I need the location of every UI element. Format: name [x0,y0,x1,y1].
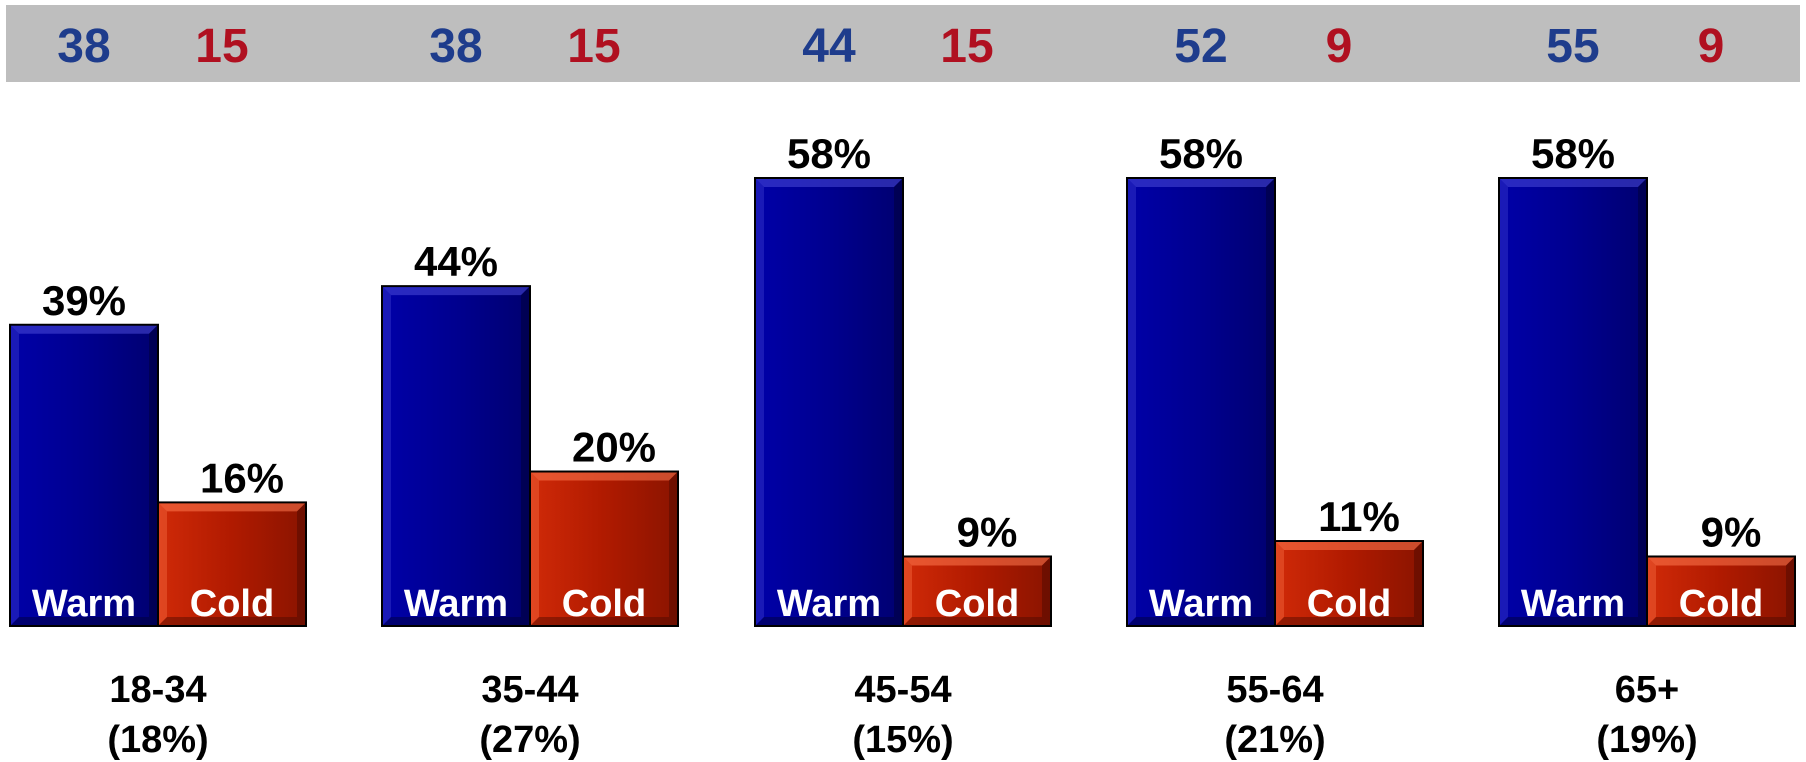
category-label: 35-44 [481,669,578,711]
warm-count: 44 [802,20,856,73]
top-band [6,5,1800,82]
warm-bar [754,177,904,627]
category-share-label: (18%) [107,719,208,761]
cold-value-label: 20% [572,424,656,471]
warm-count: 38 [429,20,482,73]
cold-series-label: Cold [1679,583,1763,625]
cold-bar [902,555,1052,628]
warm-count: 38 [57,20,110,73]
cold-bar [157,501,307,627]
cold-value-label: 11% [1318,493,1400,540]
cold-count: 15 [195,20,248,73]
warm-series-label: Warm [32,583,136,625]
cold-value-label: 9% [1701,508,1762,555]
cold-count: 15 [940,20,993,73]
warm-bar [9,323,159,627]
warm-value-label: 39% [42,277,126,324]
warm-bar [1498,177,1648,627]
category-label: 45-54 [854,669,951,711]
warm-series-label: Warm [777,583,881,625]
cold-bar [529,470,679,627]
category-share-label: (21%) [1224,719,1325,761]
cold-bar [1274,540,1424,627]
warm-series-label: Warm [404,583,508,625]
cold-count: 15 [567,20,620,73]
warm-series-label: Warm [1521,583,1625,625]
warm-count: 52 [1174,20,1227,73]
cold-count: 9 [1326,20,1353,73]
cold-count: 9 [1698,20,1725,73]
warm-count: 55 [1546,20,1599,73]
warm-bar [1126,177,1276,627]
warm-value-label: 44% [414,238,498,285]
cold-bar [1646,555,1796,628]
cold-value-label: 16% [200,454,284,501]
cold-value-label: 9% [957,508,1018,555]
category-label: 55-64 [1226,669,1323,711]
warm-value-label: 58% [787,130,871,177]
cold-series-label: Cold [935,583,1019,625]
category-share-label: (19%) [1596,719,1697,761]
category-label: 18-34 [109,669,206,711]
category-label: 65+ [1615,669,1679,711]
warm-value-label: 58% [1531,130,1615,177]
warm-series-label: Warm [1149,583,1253,625]
category-share-label: (15%) [852,719,953,761]
cold-series-label: Cold [190,583,274,625]
warm-value-label: 58% [1159,130,1243,177]
category-share-label: (27%) [479,719,580,761]
cold-series-label: Cold [562,583,646,625]
cold-series-label: Cold [1307,583,1391,625]
warm-bar [381,285,531,627]
